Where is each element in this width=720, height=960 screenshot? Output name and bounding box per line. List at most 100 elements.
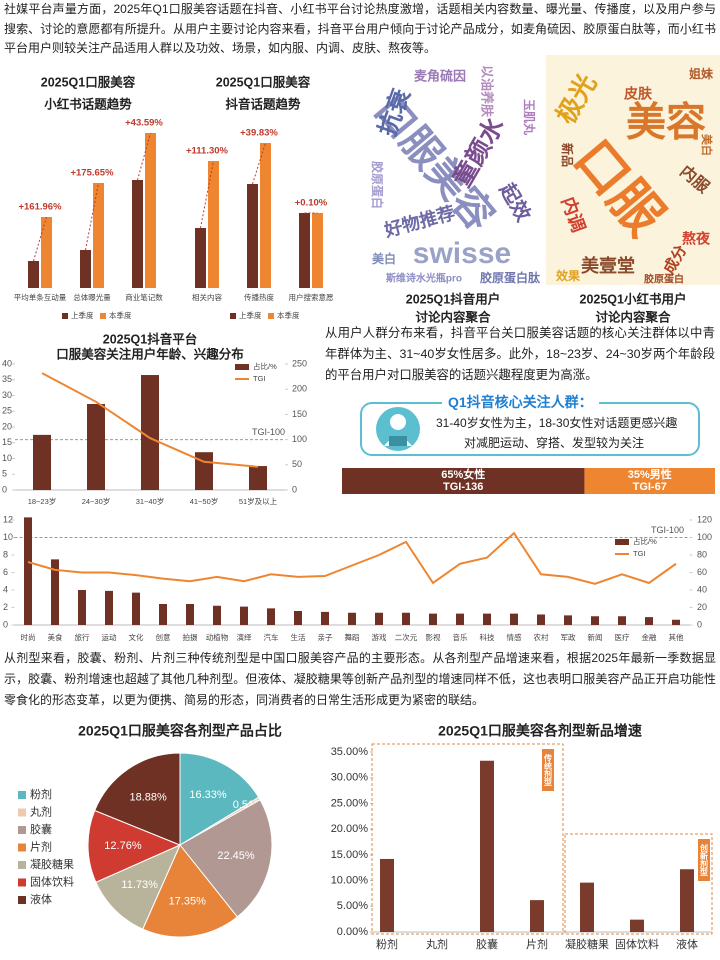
y2-tick-label: 250 (292, 358, 307, 368)
legend-swatch (18, 861, 26, 869)
group-box (371, 743, 564, 935)
paragraph: 从剂型来看，胶囊、粉剂、片剂三种传统剂型是中国口服美容产品的主要形态。从各剂型产… (4, 651, 716, 707)
legend-swatch (18, 878, 26, 887)
x-tick-label: 用户搜索意愿 (289, 292, 334, 302)
x-tick-label: 24~30岁 (82, 496, 111, 506)
chart-title: 2025Q1口服美容 (41, 74, 136, 89)
bar (51, 559, 59, 625)
bar (294, 611, 302, 625)
bar (312, 213, 323, 288)
cloud-word: 斯维诗水光瓶pro (386, 272, 462, 285)
y-tick-label: 6 (3, 567, 8, 577)
y-tick-label: 25.00% (331, 797, 369, 809)
cloud-word: 美壹堂 (581, 255, 635, 276)
x-tick-label: 游戏 (372, 632, 387, 642)
bar (213, 605, 221, 625)
x-tick-label: 农村 (534, 632, 549, 642)
x-tick-label: 动植物 (206, 632, 229, 642)
bar (105, 590, 113, 625)
y2-tick-label: 50 (292, 459, 302, 469)
bar (132, 180, 143, 288)
group-label: 创新剂型 (700, 843, 709, 877)
bar (429, 613, 437, 625)
trend-connector (252, 142, 266, 185)
paragraph: 从用户人群分布来看，抖音平台关口服美容话题的核心关注群体以中青年群体为主、31~… (325, 326, 715, 382)
legend-label: TGI (253, 374, 266, 383)
growth-label: +0.10% (295, 198, 328, 209)
legend-label: 丸剂 (30, 804, 52, 818)
legend-label: 占比/% (633, 536, 657, 546)
chart-title: 2025Q1口服美容各剂型新品增速 (438, 723, 642, 739)
x-tick-label: 创意 (156, 632, 171, 642)
x-tick-label: 固体饮料 (615, 937, 659, 951)
pie-value-label: 11.73% (121, 879, 158, 891)
y-tick-label: 10.00% (331, 874, 369, 886)
y-tick-label: 35.00% (331, 746, 369, 758)
bar (145, 133, 156, 288)
chart-subtitle: 讨论内容聚合 (595, 309, 671, 324)
tgi-line (41, 372, 259, 468)
x-tick-label: 商业笔记数 (125, 292, 163, 302)
y2-tick-label: 60 (697, 567, 707, 577)
chart-subtitle: 讨论内容聚合 (415, 309, 491, 324)
bar (645, 617, 653, 625)
xhs-wordcloud: 口服美容极光内服内调美壹堂皮肤熬夜成分姐妹新品效果美白胶原蛋白2025Q1小红书… (546, 55, 720, 324)
y-tick-label: 15.00% (331, 849, 369, 861)
x-tick-label: 胶囊 (476, 937, 498, 951)
reference-label: TGI-100 (651, 525, 684, 535)
legend-swatch (18, 791, 26, 799)
cloud-word: 麦角硫因 (414, 68, 466, 83)
user-icon (376, 407, 420, 451)
cloud-word: 新品 (560, 143, 575, 167)
x-tick-label: 美食 (48, 632, 63, 642)
x-tick-label: 粉剂 (376, 937, 398, 951)
bar (195, 228, 206, 288)
y2-tick-label: 100 (292, 434, 307, 444)
cloud-word: 姐妹 (689, 66, 714, 81)
y-tick-label: 5 (2, 469, 7, 479)
tgi-label: TGI-67 (633, 481, 667, 493)
x-tick-label: 演绎 (237, 632, 252, 642)
legend-label: 固体饮料 (30, 874, 74, 888)
audience-card: Q1抖音核心关注人群： 31-40岁女性为主，18-30女性对话题更感兴趣 对减… (360, 392, 700, 456)
legend-swatch (18, 896, 26, 904)
x-tick-label: 新闻 (588, 632, 603, 642)
x-tick-label: 音乐 (453, 632, 468, 642)
bar (380, 858, 394, 932)
x-tick-label: 生活 (291, 632, 306, 642)
cloud-word: 美白 (700, 134, 714, 156)
y-tick-label: 30.00% (331, 772, 369, 784)
bar (267, 608, 275, 625)
tgi-line (27, 531, 677, 585)
growth-label: +111.30% (186, 146, 229, 157)
bar (141, 375, 159, 490)
legend-label: TGI (633, 549, 646, 558)
bar (591, 616, 599, 625)
cloud-word: 好物推荐 (381, 202, 457, 241)
legend-swatch (268, 313, 274, 319)
bar (195, 452, 213, 490)
bar (80, 250, 91, 288)
group-box (564, 833, 713, 935)
cloud-word: 美白 (372, 251, 396, 266)
pie-value-label: 16.33% (189, 789, 227, 801)
bar (618, 616, 626, 625)
bar (186, 604, 194, 625)
x-tick-label: 片剂 (526, 937, 548, 951)
trend-connector (85, 182, 99, 251)
pie-slice (87, 809, 182, 883)
cloud-word: swisse (413, 237, 511, 270)
x-tick-label: 金融 (642, 632, 657, 642)
y2-tick-label: 100 (697, 532, 712, 542)
legend-label: 胶囊 (30, 822, 52, 836)
y-tick-label: 5.00% (337, 900, 368, 912)
y2-tick-label: 200 (292, 384, 307, 394)
legend-label: 粉剂 (30, 787, 52, 801)
chart-title: 2025Q1抖音平台 (103, 331, 197, 346)
x-tick-label: 情感 (507, 632, 522, 642)
y-tick-label: 20 (2, 421, 12, 431)
bar (630, 919, 644, 932)
